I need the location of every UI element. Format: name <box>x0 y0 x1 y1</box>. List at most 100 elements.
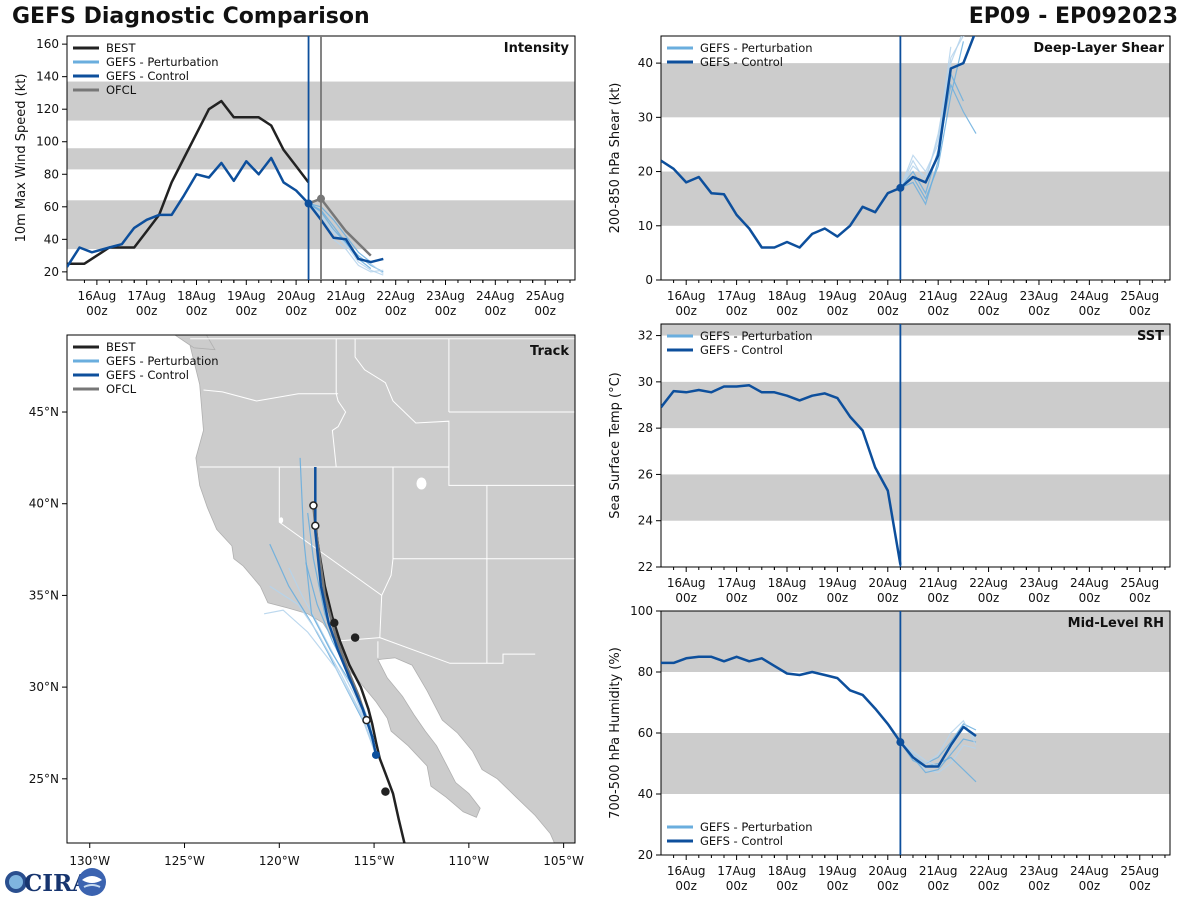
y-tick-label: 0 <box>645 273 653 287</box>
y-tick-label: 40 <box>44 232 59 246</box>
x-tick-label: 00z <box>877 879 899 893</box>
map-group <box>174 335 575 843</box>
state-border <box>448 467 575 486</box>
y-tick-label: 40 <box>638 56 653 70</box>
control-init-marker <box>896 183 905 192</box>
panel-title: Mid-Level RH <box>1068 616 1164 631</box>
panel-title: Deep-Layer Shear <box>1033 41 1164 56</box>
legend-label: GEFS - Control <box>700 834 783 848</box>
legend-label: GEFS - Control <box>106 69 189 83</box>
series-group <box>661 36 977 249</box>
x-tick-label: 22Aug <box>969 864 1008 878</box>
x-tick-label: 00z <box>1028 879 1050 893</box>
y-tick-label: 40°N <box>29 497 59 511</box>
x-tick-label: 00z <box>675 304 697 318</box>
x-tick-label: 00z <box>435 304 457 318</box>
y-tick-label: 10 <box>638 219 653 233</box>
x-tick-label: 120°W <box>259 854 300 868</box>
best-track-point <box>381 787 390 796</box>
ofcl-track-point <box>309 501 318 510</box>
x-tick-label: 00z <box>726 304 748 318</box>
y-tick-label: 40 <box>638 787 653 801</box>
ofcl-line <box>308 197 372 257</box>
x-tick-label: 25Aug <box>1120 289 1159 303</box>
legend-label: GEFS - Control <box>700 343 783 357</box>
ofcl-track-point <box>311 521 320 530</box>
x-tick-label: 00z <box>827 591 849 605</box>
perturbation-line <box>899 719 977 765</box>
x-tick-label: 16Aug <box>78 289 117 303</box>
y-tick-label: 20 <box>44 265 59 279</box>
y-tick-label: 30 <box>638 375 653 389</box>
x-tick-label: 16Aug <box>667 864 706 878</box>
y-tick-label: 28 <box>638 421 653 435</box>
y-tick-label: 35°N <box>29 588 59 602</box>
x-tick-label: 00z <box>1028 591 1050 605</box>
x-tick-label: 19Aug <box>227 289 266 303</box>
legend-label: OFCL <box>106 382 137 396</box>
y-tick-label: 100 <box>36 135 59 149</box>
panel-title: SST <box>1137 329 1164 344</box>
y-tick-label: 32 <box>638 329 653 343</box>
series-group <box>67 99 384 276</box>
x-tick-label: 00z <box>877 591 899 605</box>
cira-logo: CIRA <box>4 866 108 898</box>
x-tick-label: 23Aug <box>426 289 465 303</box>
y-axis-label: Sea Surface Temp (°C) <box>608 372 623 519</box>
control-init-marker <box>896 738 905 747</box>
x-tick-label: 20Aug <box>868 576 907 590</box>
x-tick-label: 00z <box>776 304 798 318</box>
x-tick-label: 00z <box>1079 591 1101 605</box>
legend-label: BEST <box>106 41 136 55</box>
x-tick-label: 16Aug <box>667 289 706 303</box>
state-border <box>334 637 536 664</box>
y-tick-label: 20 <box>638 165 653 179</box>
y-tick-label: 30°N <box>29 680 59 694</box>
y-tick-label: 30 <box>638 110 653 124</box>
y-axis-label: 700-500 hPa Humidity (%) <box>608 647 623 819</box>
x-tick-label: 00z <box>136 304 158 318</box>
control-track-line <box>314 467 378 756</box>
legend-label: GEFS - Perturbation <box>106 55 219 69</box>
x-tick-label: 00z <box>485 304 507 318</box>
x-tick-label: 21Aug <box>327 289 366 303</box>
shading-band <box>661 733 1170 794</box>
x-tick-label: 18Aug <box>768 864 807 878</box>
panel-title: Intensity <box>504 41 570 56</box>
shading-band <box>661 611 1170 672</box>
legend-label: OFCL <box>106 83 137 97</box>
storm-id: EP09 - EP092023 <box>968 4 1178 29</box>
x-tick-label: 00z <box>1079 304 1101 318</box>
x-tick-label: 19Aug <box>818 289 857 303</box>
x-tick-label: 19Aug <box>818 864 857 878</box>
series-group <box>661 655 977 783</box>
y-tick-label: 26 <box>638 467 653 481</box>
x-tick-label: 00z <box>776 879 798 893</box>
y-tick-label: 160 <box>36 37 59 51</box>
x-tick-label: 00z <box>877 304 899 318</box>
x-tick-label: 00z <box>285 304 307 318</box>
main-title: GEFS Diagnostic Comparison <box>12 4 370 29</box>
y-axis-label: 200-850 hPa Shear (kt) <box>608 83 623 234</box>
x-tick-label: 00z <box>236 304 258 318</box>
x-tick-label: 00z <box>927 304 949 318</box>
x-tick-label: 00z <box>675 879 697 893</box>
x-tick-label: 24Aug <box>1070 576 1109 590</box>
x-tick-label: 21Aug <box>919 576 958 590</box>
legend-label: GEFS - Perturbation <box>700 41 813 55</box>
best-track-point <box>350 633 360 642</box>
x-tick-label: 21Aug <box>919 289 958 303</box>
x-tick-label: 23Aug <box>1020 289 1059 303</box>
y-tick-label: 25°N <box>29 772 59 786</box>
state-border <box>379 595 383 638</box>
ofcl-init-marker <box>317 194 325 203</box>
perturbation-line <box>899 46 952 189</box>
x-tick-label: 00z <box>1129 304 1151 318</box>
x-tick-label: 20Aug <box>277 289 316 303</box>
x-tick-label: 17Aug <box>717 289 756 303</box>
x-tick-label: 24Aug <box>1070 289 1109 303</box>
shading-band <box>661 474 1170 521</box>
best-track-point <box>362 715 371 725</box>
x-tick-label: 16Aug <box>667 576 706 590</box>
